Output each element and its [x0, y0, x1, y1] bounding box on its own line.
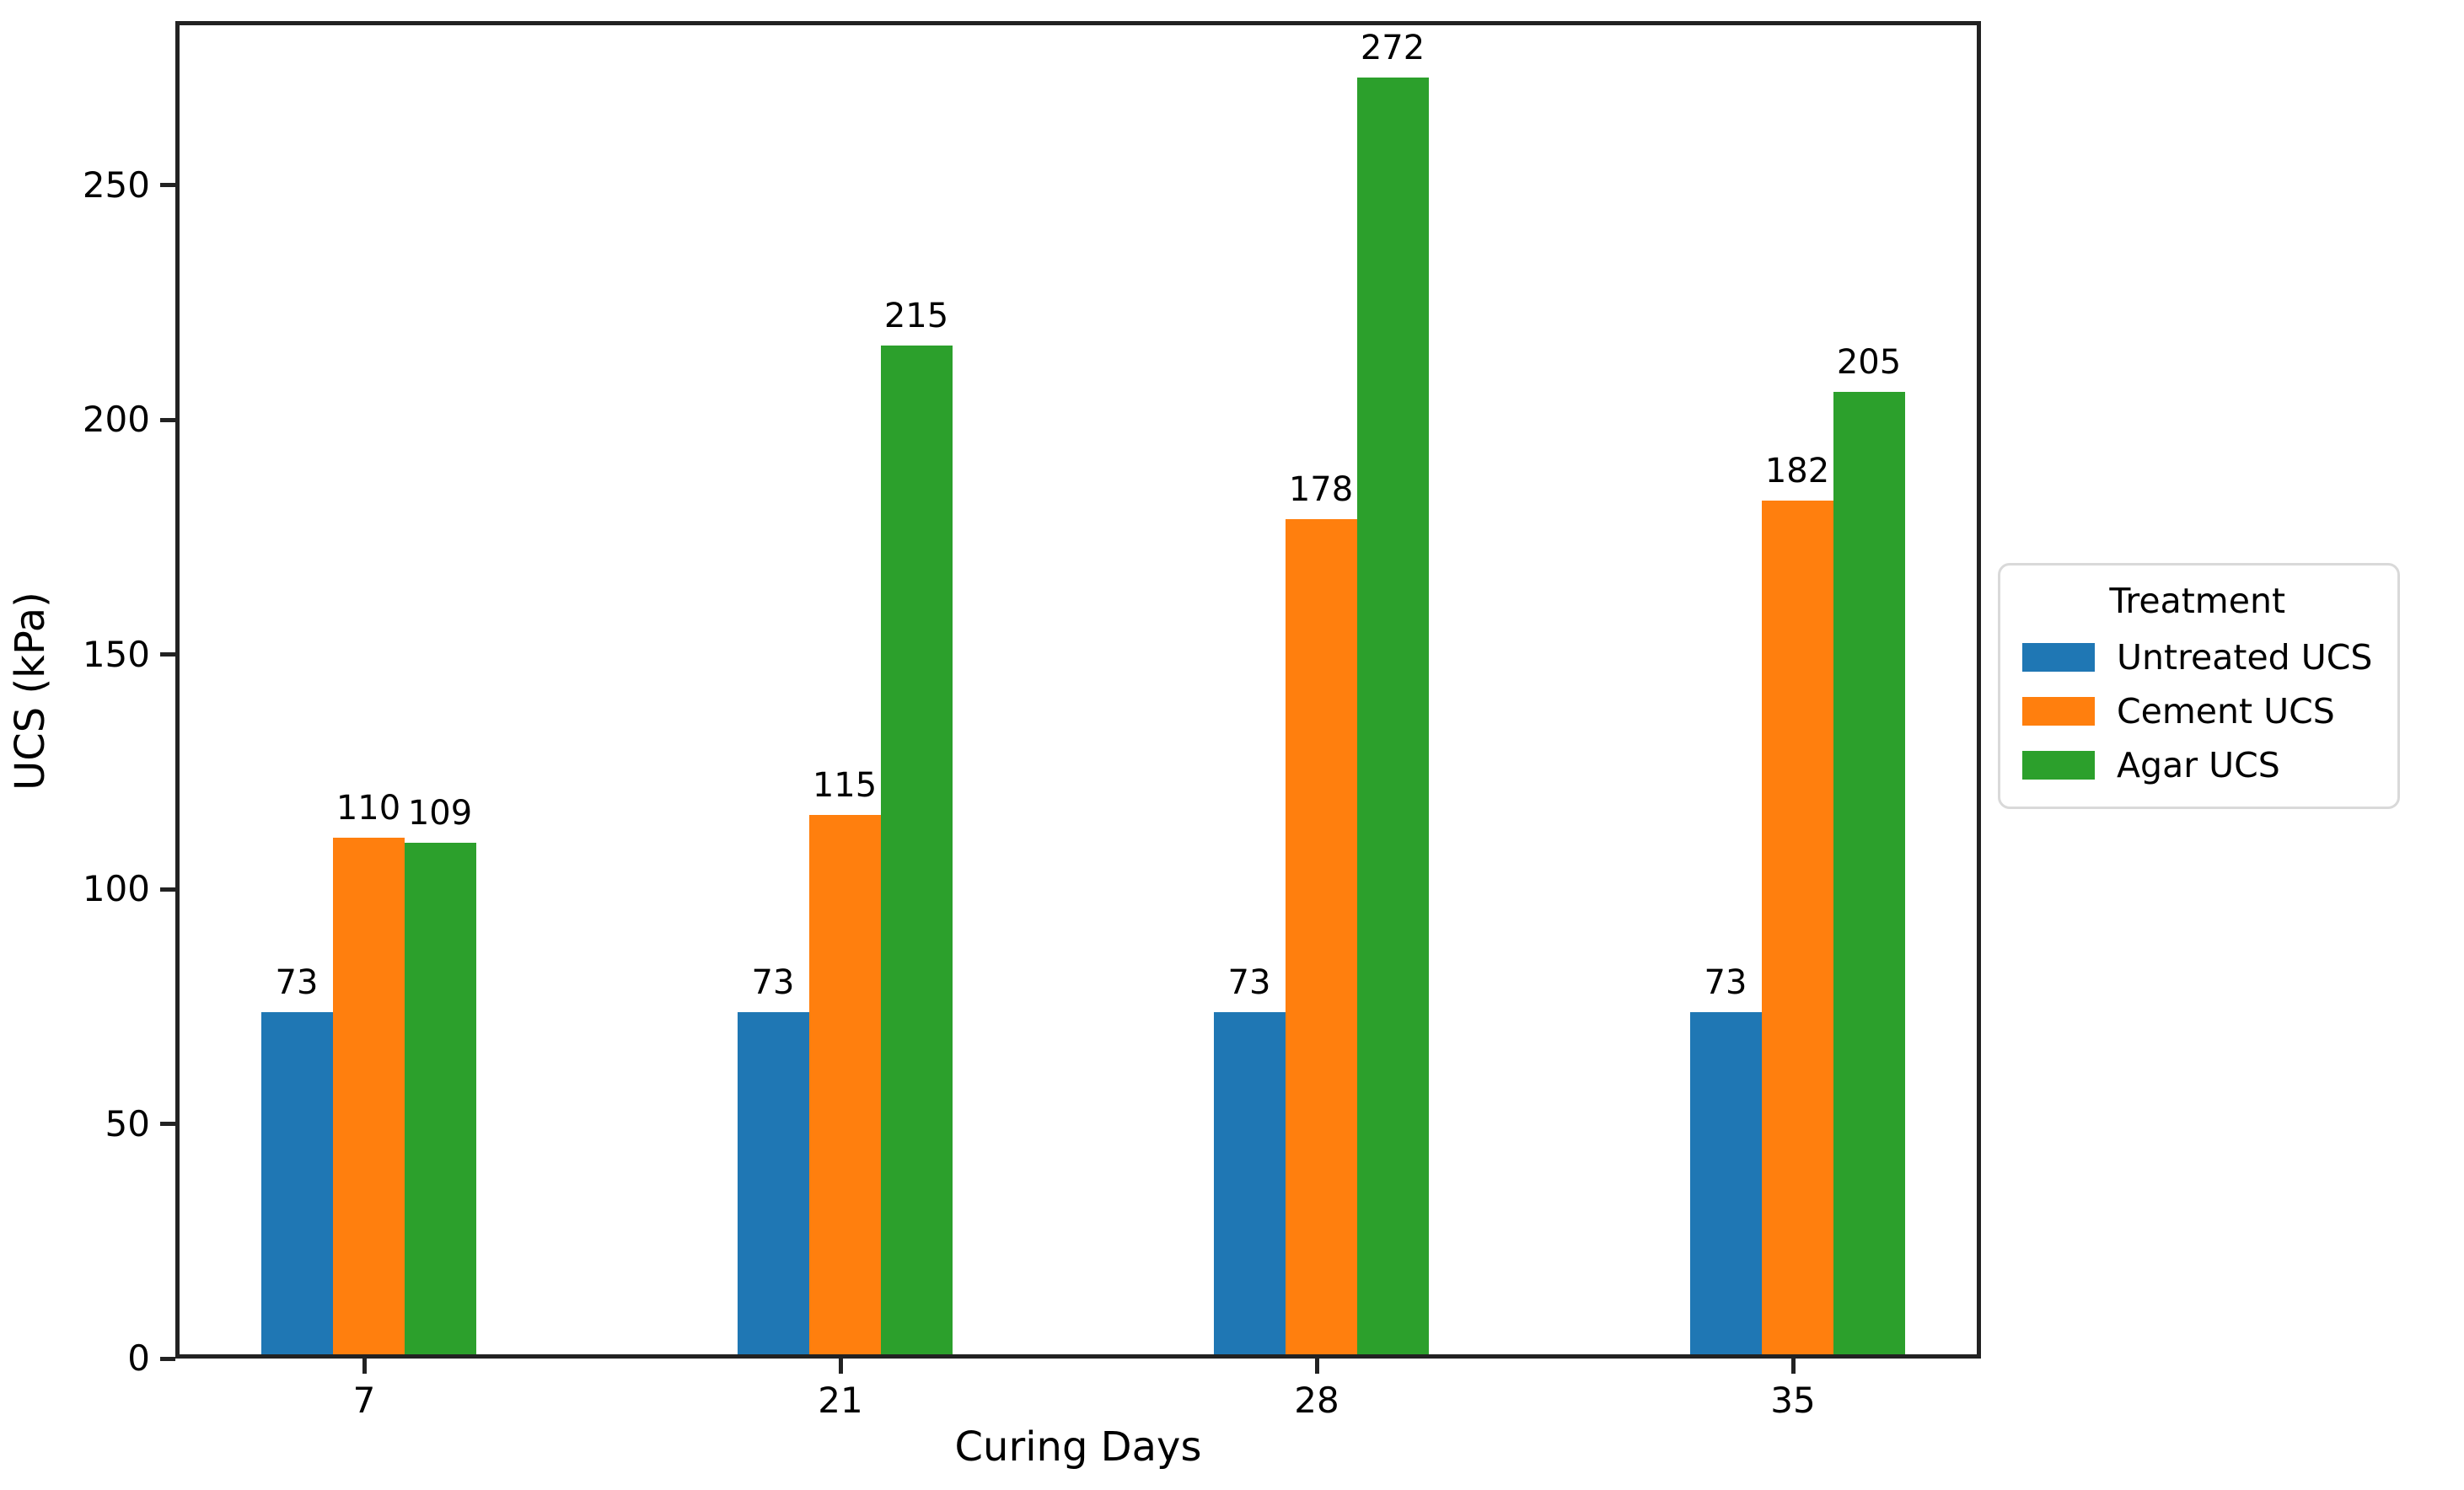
x-tick-label: 7	[352, 1380, 376, 1421]
bar-value-label: 205	[1836, 343, 1902, 383]
x-tick-label: 28	[1294, 1380, 1339, 1421]
y-tick-label: 250	[82, 163, 150, 206]
bar-agar-ucs-day-35	[1833, 392, 1905, 1354]
bar-value-label: 110	[336, 789, 401, 828]
legend-title: Treatment	[2109, 581, 2286, 621]
bar-cement-ucs-day-35	[1761, 500, 1833, 1354]
legend-item-agar-ucs: Agar UCS	[2022, 746, 2372, 785]
bar-agar-ucs-day-21	[880, 345, 953, 1354]
bar-value-label: 272	[1360, 29, 1425, 68]
legend-item-label: Untreated UCS	[2117, 637, 2373, 678]
x-tick-mark	[1314, 1359, 1319, 1374]
x-tick-label: 21	[818, 1380, 863, 1421]
y-tick-mark	[160, 183, 175, 188]
legend-swatch	[2022, 697, 2095, 726]
y-tick-mark	[160, 887, 175, 892]
bar-value-label: 73	[751, 962, 795, 1002]
x-tick-label: 35	[1770, 1380, 1816, 1421]
y-tick-label: 100	[82, 868, 150, 910]
legend: Treatment Untreated UCS Cement UCS Agar UC…	[1998, 563, 2401, 809]
bar-value-label: 215	[883, 296, 949, 335]
y-axis-label: UCS (kPa)	[7, 592, 54, 791]
bar-value-label: 178	[1288, 469, 1354, 509]
legend-item-label: Cement UCS	[2117, 691, 2335, 732]
legend-item-cement-ucs: Cement UCS	[2022, 692, 2372, 731]
bar-untreated-ucs-day-35	[1689, 1011, 1762, 1354]
x-tick-mark	[838, 1359, 843, 1374]
x-tick-mark	[362, 1359, 367, 1374]
bar-agar-ucs-day-28	[1356, 78, 1429, 1354]
bar-value-label: 73	[275, 962, 319, 1002]
bar-value-label: 109	[407, 794, 473, 833]
y-tick-mark	[160, 417, 175, 422]
y-tick-mark	[160, 1122, 175, 1127]
y-tick-mark	[160, 652, 175, 657]
bar-value-label: 73	[1227, 962, 1271, 1002]
bar-cement-ucs-day-28	[1285, 518, 1357, 1354]
y-tick-mark	[160, 1356, 175, 1361]
bar-cement-ucs-day-7	[332, 838, 405, 1354]
legend-item-label: Agar UCS	[2117, 745, 2280, 785]
x-tick-mark	[1790, 1359, 1796, 1374]
x-axis-label: Curing Days	[954, 1423, 1202, 1471]
y-tick-label: 200	[82, 399, 150, 441]
legend-swatch	[2022, 643, 2095, 672]
bar-untreated-ucs-day-28	[1213, 1011, 1286, 1354]
plot-area: 73 110 109 73 115 215 73 178 272 73 182 205	[175, 21, 1981, 1359]
bar-untreated-ucs-day-21	[737, 1011, 809, 1354]
bar-value-label: 115	[812, 765, 878, 805]
legend-items: Untreated UCS Cement UCS Agar UCS	[2022, 638, 2372, 785]
bar-untreated-ucs-day-7	[260, 1011, 333, 1354]
y-tick-label: 50	[105, 1102, 150, 1144]
bar-cement-ucs-day-21	[808, 814, 881, 1354]
bar-value-label: 73	[1704, 962, 1747, 1002]
bar-value-label: 182	[1764, 451, 1830, 490]
legend-swatch	[2022, 751, 2095, 780]
y-tick-label: 0	[127, 1337, 150, 1379]
bar-agar-ucs-day-7	[404, 843, 476, 1354]
y-tick-label: 150	[82, 633, 150, 675]
legend-item-untreated-ucs: Untreated UCS	[2022, 638, 2372, 677]
